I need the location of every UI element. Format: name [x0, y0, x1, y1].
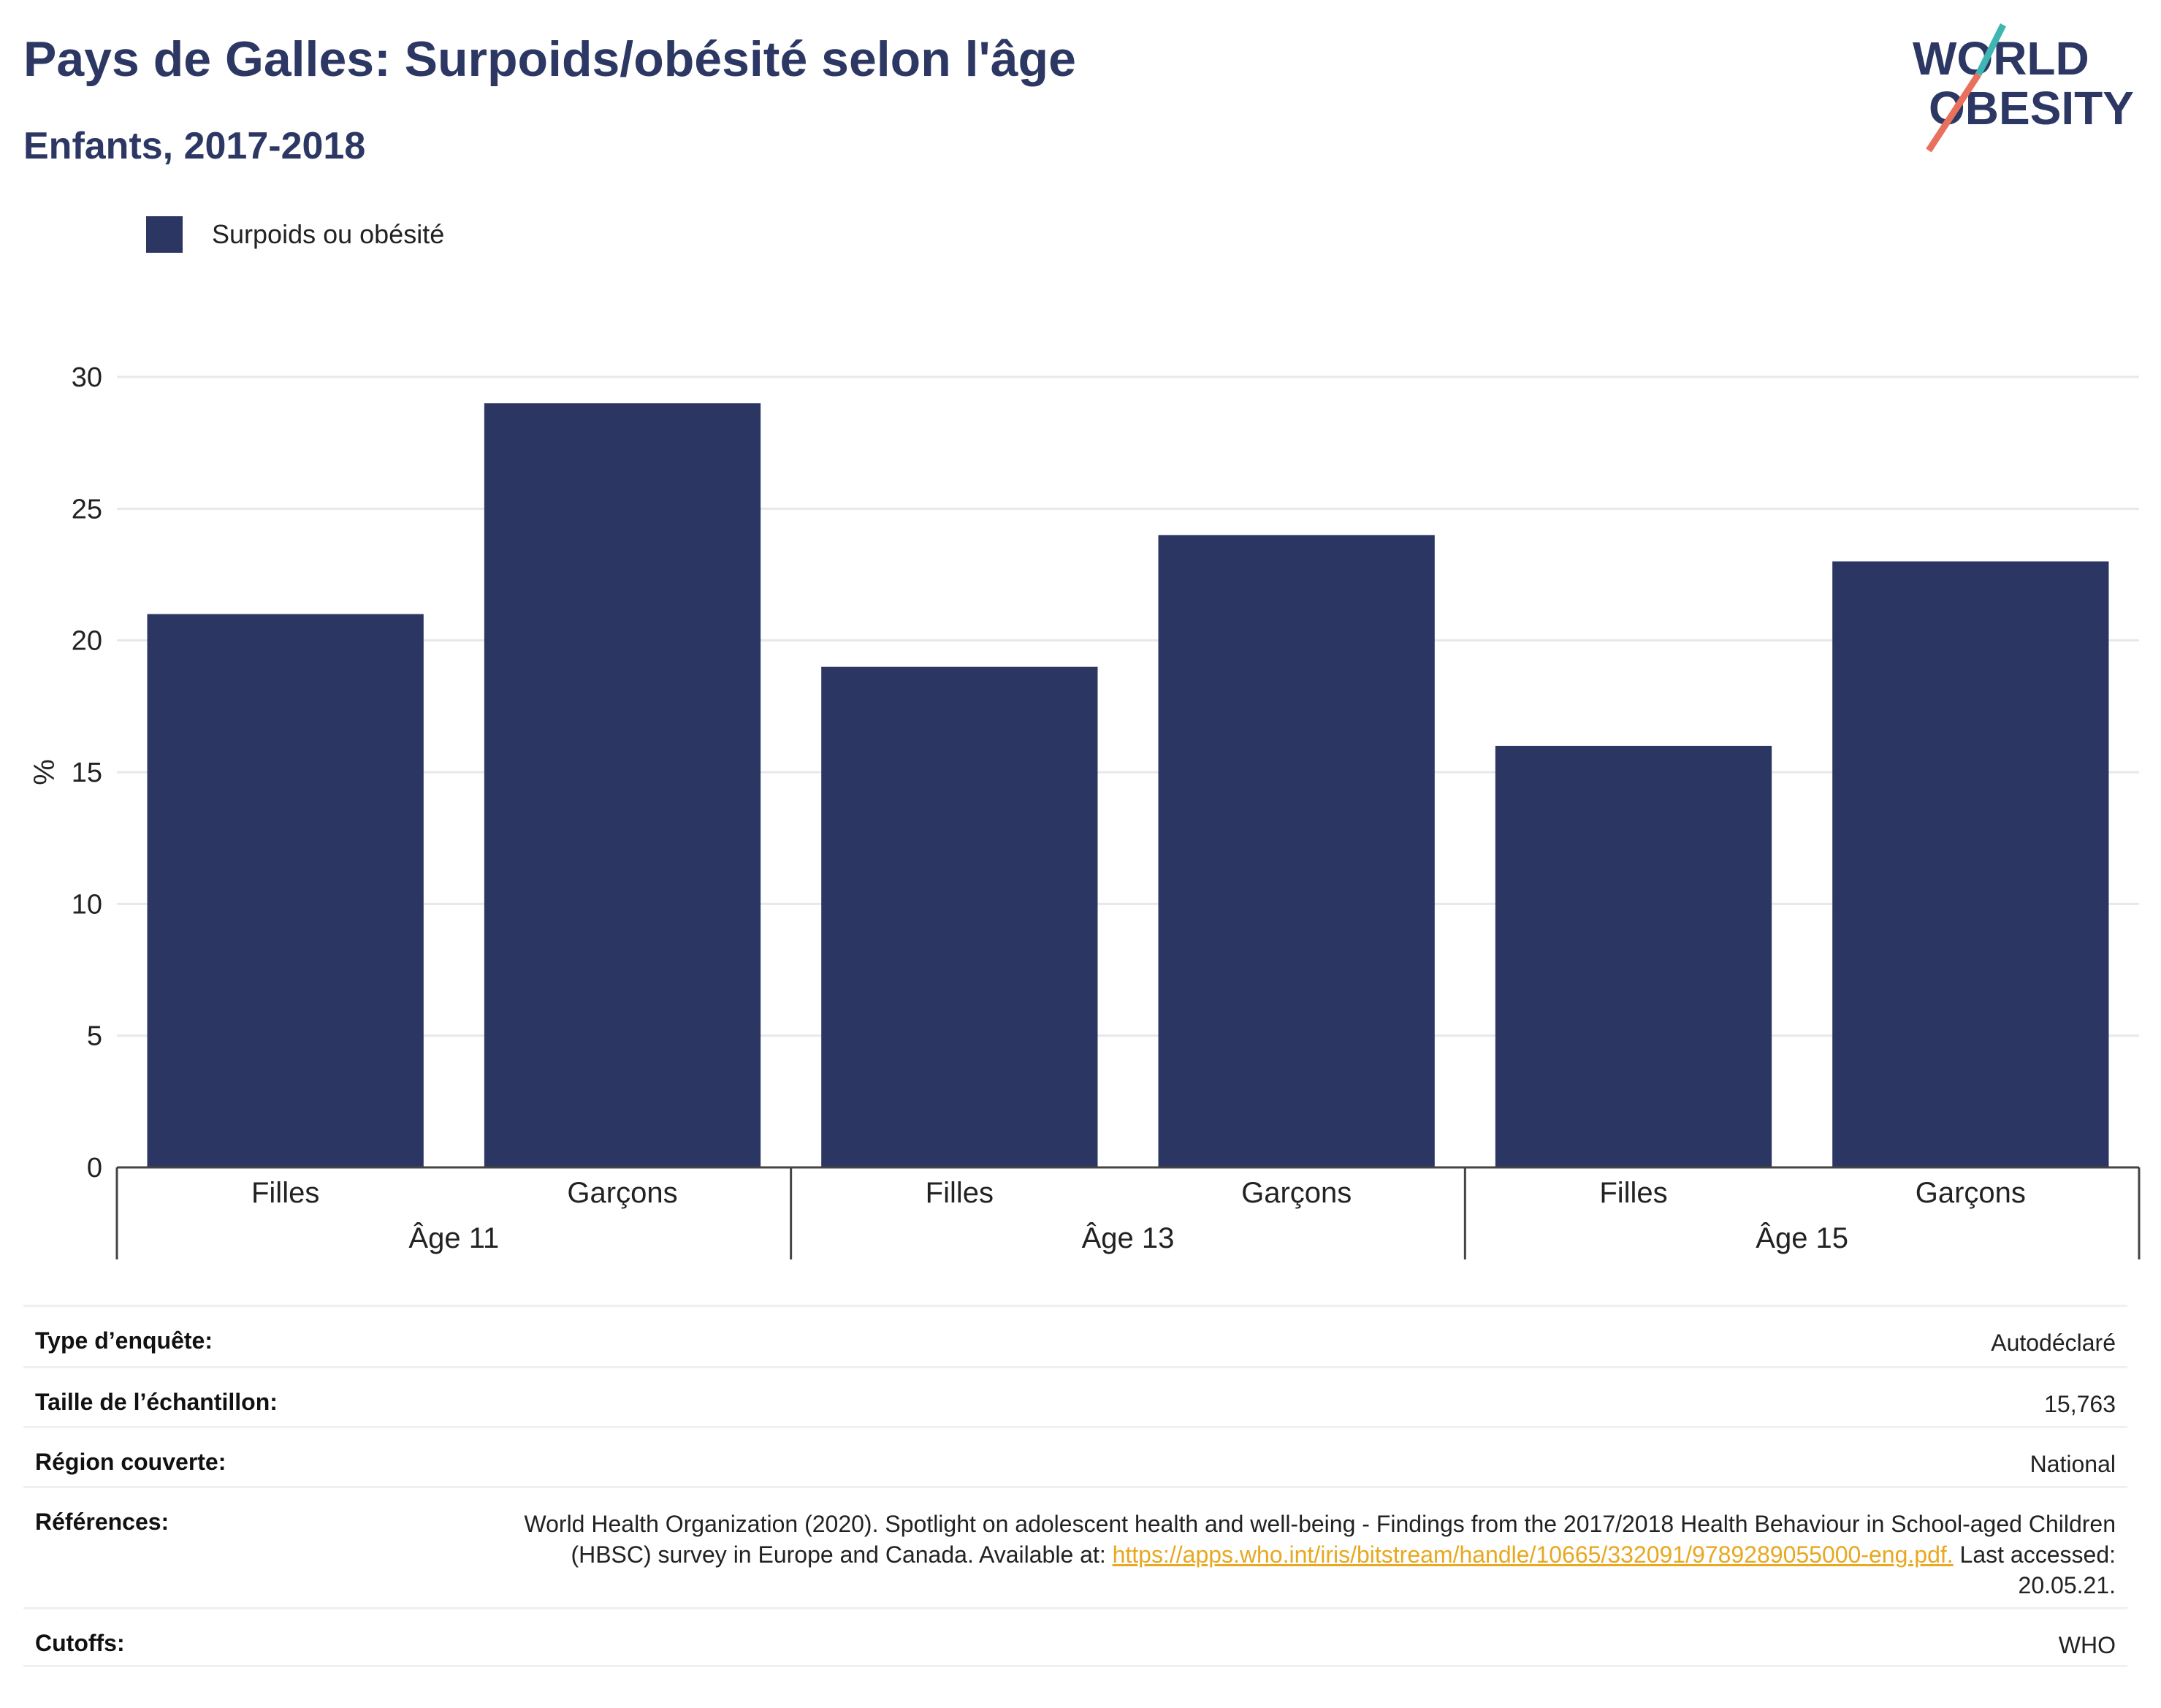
bar	[484, 403, 761, 1167]
info-key-survey-type: Type d’enquête:	[35, 1327, 213, 1354]
logo-slash-coral	[1926, 72, 1981, 153]
legend: Surpoids ou obésité	[146, 216, 444, 253]
y-tick-label: 30	[72, 362, 102, 393]
info-row-sample-size: Taille de l’échantillon: 15,763	[23, 1366, 2127, 1426]
reference-suffix: Last accessed: 20.05.21.	[1953, 1541, 2116, 1598]
info-key-region: Région couverte:	[35, 1449, 226, 1475]
reference-text: World Health Organization (2020). Spotli…	[524, 1511, 2116, 1568]
info-row-region: Région couverte: National	[23, 1426, 2127, 1486]
info-val-cutoffs: WHO	[2058, 1632, 2116, 1658]
x-group-label: Âge 13	[1082, 1221, 1175, 1254]
legend-swatch	[146, 216, 183, 253]
bar	[1832, 561, 2109, 1167]
info-row-survey-type: Type d’enquête: Autodéclaré	[23, 1305, 2127, 1366]
x-tick-label: Filles	[926, 1177, 994, 1209]
y-tick-label: 0	[87, 1153, 102, 1183]
info-table: Type d’enquête: Autodéclaré Taille de l’…	[23, 1305, 2127, 1667]
y-tick-label: 15	[72, 758, 102, 788]
x-group-label: Âge 15	[1756, 1221, 1848, 1254]
x-tick-label: Garçons	[1916, 1177, 2026, 1209]
x-tick-label: Garçons	[1241, 1177, 1352, 1209]
info-row-cutoffs: Cutoffs: WHO	[23, 1607, 2127, 1667]
info-row-references: Références: World Health Organization (2…	[23, 1486, 2127, 1607]
info-val-region: National	[2029, 1451, 2116, 1477]
info-key-sample-size: Taille de l’échantillon:	[35, 1389, 278, 1415]
reference-link[interactable]: https://apps.who.int/iris/bitstream/hand…	[1112, 1541, 1954, 1568]
info-key-references: Références:	[35, 1509, 169, 1535]
chart-title: Pays de Galles: Surpoids/obésité selon l…	[23, 31, 1076, 87]
bar-chart: 0 5 10 15 20 25 30% Filles Garçons Âge 11 Filles Ga…	[28, 362, 2141, 1259]
bar	[147, 614, 424, 1167]
bar	[1158, 535, 1435, 1167]
logo-line1: WORLD	[1913, 32, 2089, 85]
info-val-survey-type: Autodéclaré	[1991, 1330, 2116, 1356]
y-tick-label: 25	[72, 494, 102, 525]
y-axis-label: %	[28, 759, 61, 785]
info-val-sample-size: 15,763	[2044, 1391, 2116, 1417]
logo-slash-teal	[1975, 23, 2007, 77]
logo-line2: OBESITY	[1929, 82, 2134, 134]
y-tick-label: 5	[87, 1021, 102, 1052]
x-tick-label: Filles	[251, 1177, 319, 1209]
info-key-cutoffs: Cutoffs:	[35, 1630, 125, 1656]
x-tick-label: Garçons	[567, 1177, 677, 1209]
x-group-label: Âge 11	[408, 1221, 499, 1254]
y-tick-label: 20	[72, 626, 102, 657]
chart-subtitle: Enfants, 2017-2018	[23, 125, 366, 167]
world-obesity-logo: WORLD OBESITY	[1913, 23, 2134, 153]
bar	[821, 666, 1098, 1167]
info-val-references: World Health Organization (2020). Spotli…	[523, 1509, 2116, 1601]
legend-label: Surpoids ou obésité	[212, 219, 445, 249]
x-tick-label: Filles	[1599, 1177, 1667, 1209]
bar	[1495, 745, 1772, 1167]
y-tick-label: 10	[72, 889, 102, 920]
